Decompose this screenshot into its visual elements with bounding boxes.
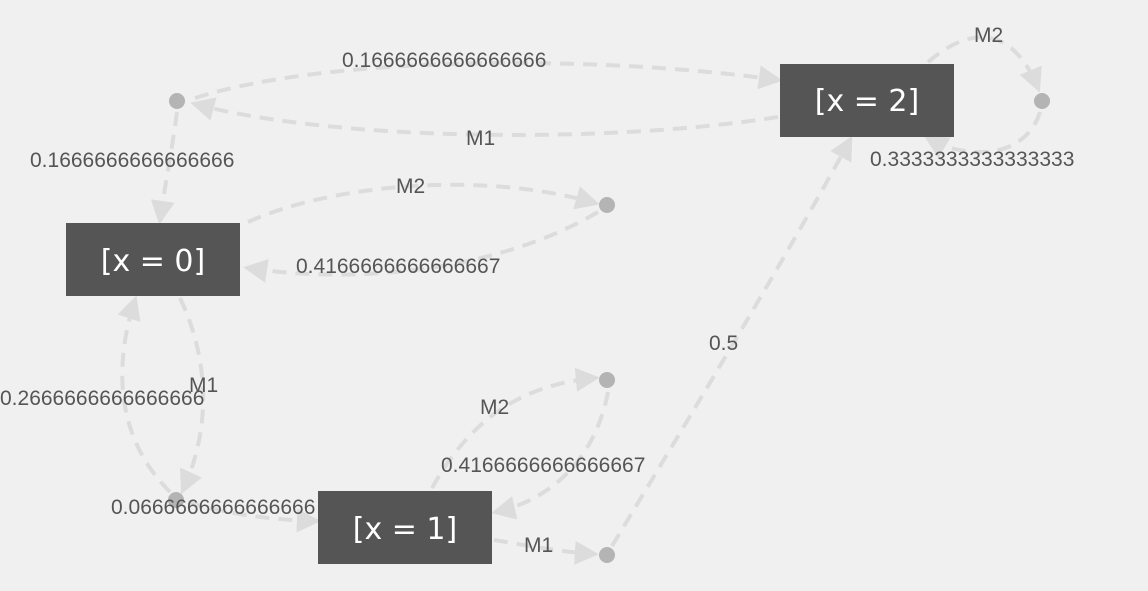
label-top-action: M1 xyxy=(466,127,495,150)
label-to-s2-prob: 0.5 xyxy=(709,332,738,355)
label-s2-prob: 0.3333333333333333 xyxy=(870,148,1074,171)
label-s2-action: M2 xyxy=(974,24,1003,47)
edge-choiceA-to-s0 xyxy=(150,111,179,225)
state-label-x1: [x = 1] xyxy=(353,512,457,547)
edge-choiceB-to-s0 xyxy=(243,210,600,283)
edge-s0-to-choiceB xyxy=(247,182,600,224)
label-s0-loop-prob: 0.2666666666666666 xyxy=(0,387,204,410)
edge-s1-to-choiceE xyxy=(430,367,600,489)
label-left-prob: 0.1666666666666666 xyxy=(30,149,234,172)
label-s1-action-m2: M2 xyxy=(480,396,509,419)
state-node-x0[interactable]: [x = 0] xyxy=(66,223,240,296)
state-node-x1[interactable]: [x = 1] xyxy=(318,491,492,564)
edge-s2-to-choiceA xyxy=(190,97,779,137)
edge-s0-to-choiceD xyxy=(178,297,206,495)
state-label-x2: [x = 2] xyxy=(815,84,919,119)
label-mid-action: M2 xyxy=(396,175,425,198)
edge-s1-to-choiceF xyxy=(493,538,599,565)
edge-s2-to-choiceC xyxy=(926,35,1042,93)
choice-node-e xyxy=(599,372,615,388)
edge-choiceC-to-s2 xyxy=(923,111,1042,159)
edge-choiceD-to-s0 xyxy=(117,295,172,494)
choice-node-d xyxy=(168,492,184,508)
edge-choiceE-to-s1 xyxy=(491,391,610,520)
state-label-x0: [x = 0] xyxy=(101,244,205,279)
choice-node-a xyxy=(169,93,185,109)
label-mid-prob: 0.4166666666666667 xyxy=(296,255,500,278)
label-s1-action-m1: M1 xyxy=(524,534,553,557)
edge-choiceD-to-s1 xyxy=(187,500,321,533)
choice-node-c xyxy=(1034,93,1050,109)
edge-choiceA-to-s2 xyxy=(194,61,783,100)
choice-node-b xyxy=(599,197,615,213)
state-node-x2[interactable]: [x = 2] xyxy=(780,64,954,137)
choice-node-f xyxy=(599,547,615,563)
label-top-prob: 0.1666666666666666 xyxy=(342,49,546,72)
label-bottom-prob: 0.0666666666666666 xyxy=(111,496,315,519)
label-s0-action: M1 xyxy=(189,374,218,397)
edge-choiceF-to-s2 xyxy=(610,135,853,548)
label-s1-prob: 0.4166666666666667 xyxy=(441,454,645,477)
